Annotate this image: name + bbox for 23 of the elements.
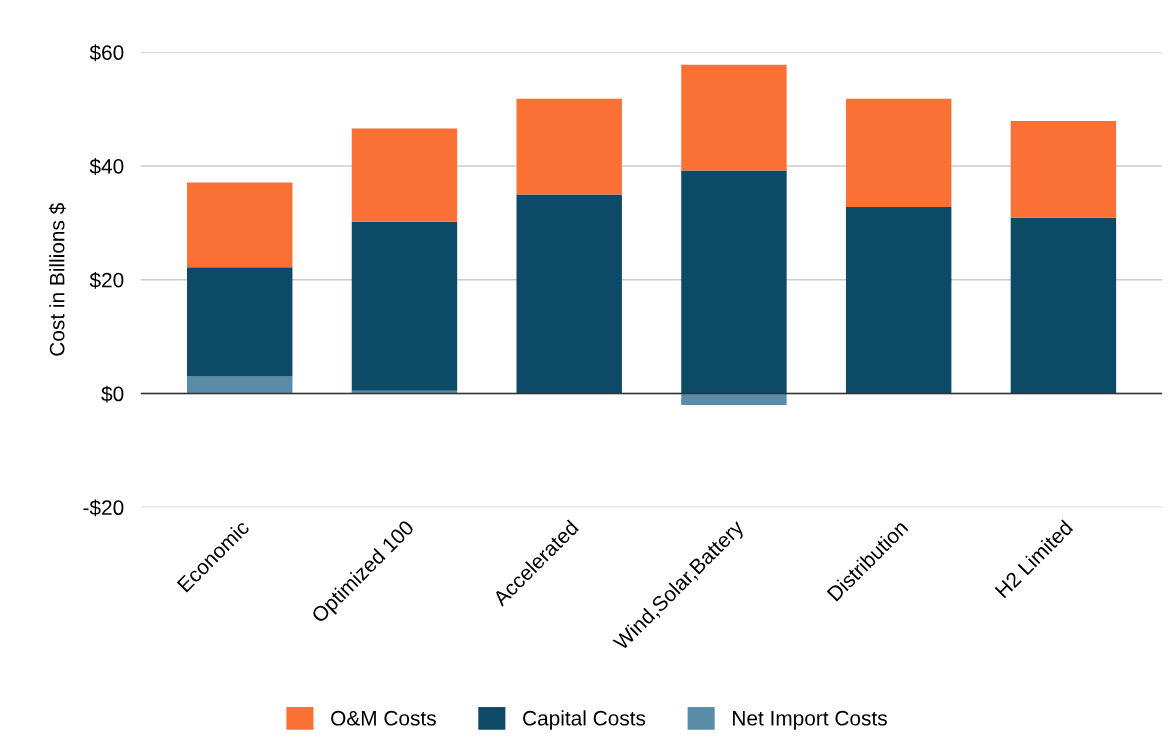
y-tick-label: $40 [89, 158, 124, 175]
legend-label: O&M Costs [331, 710, 436, 726]
bar [845, 98, 952, 207]
legend-label: Net Import Costs [733, 710, 887, 730]
bar [187, 182, 293, 268]
y-tick-label: $60 [89, 44, 124, 62]
bar [1010, 217, 1117, 394]
bar [187, 376, 293, 394]
legend-label: Capital Costs [523, 710, 646, 730]
bar [351, 221, 458, 391]
bar [187, 267, 293, 377]
bar [681, 393, 787, 405]
y-tick-label: -$20 [83, 499, 124, 517]
bar [845, 206, 952, 394]
bar [351, 128, 458, 222]
bar [516, 98, 622, 195]
bar [681, 64, 787, 171]
y-axis-title: Cost in Billions $ [48, 203, 66, 356]
bar [516, 194, 622, 394]
y-tick-label: $20 [89, 271, 124, 289]
bar [1010, 121, 1117, 218]
bar [681, 170, 787, 394]
y-tick-label: $0 [101, 385, 124, 403]
